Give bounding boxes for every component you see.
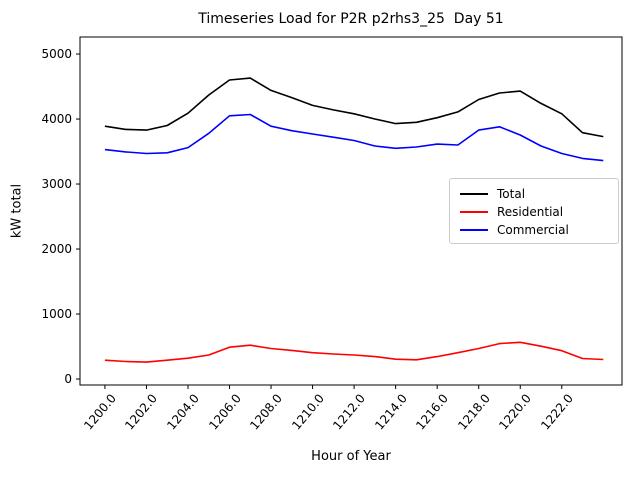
legend-item-residential: Residential <box>460 203 610 221</box>
y-tick-label: 1000 <box>41 307 72 322</box>
plot-area-border <box>79 36 623 386</box>
legend-label-commercial: Commercial <box>497 223 569 237</box>
chart-title: Timeseries Load for P2R p2rhs3_25 Day 51 <box>198 11 504 27</box>
residential-line-swatch <box>460 211 488 213</box>
series-lines <box>104 77 604 363</box>
x-axis-label: Hour of Year <box>311 449 391 464</box>
total-line-swatch <box>460 193 488 195</box>
y-tick-label: 2000 <box>41 242 72 257</box>
commercial-line-swatch <box>460 229 488 231</box>
series-line-commercial <box>104 113 604 162</box>
legend: Total Residential Commercial <box>449 178 619 244</box>
series-line-total <box>104 77 604 138</box>
y-axis-label: kW total <box>9 183 25 239</box>
axis-ticks <box>76 53 563 389</box>
y-tick-label: 0 <box>64 372 72 387</box>
y-tick-label: 4000 <box>41 112 72 127</box>
y-tick-label: 3000 <box>41 177 72 192</box>
legend-label-total: Total <box>497 187 526 201</box>
legend-item-commercial: Commercial <box>460 221 610 239</box>
legend-item-total: Total <box>460 185 610 203</box>
legend-label-residential: Residential <box>497 205 564 219</box>
series-line-residential <box>104 341 604 363</box>
y-tick-label: 5000 <box>41 47 72 62</box>
